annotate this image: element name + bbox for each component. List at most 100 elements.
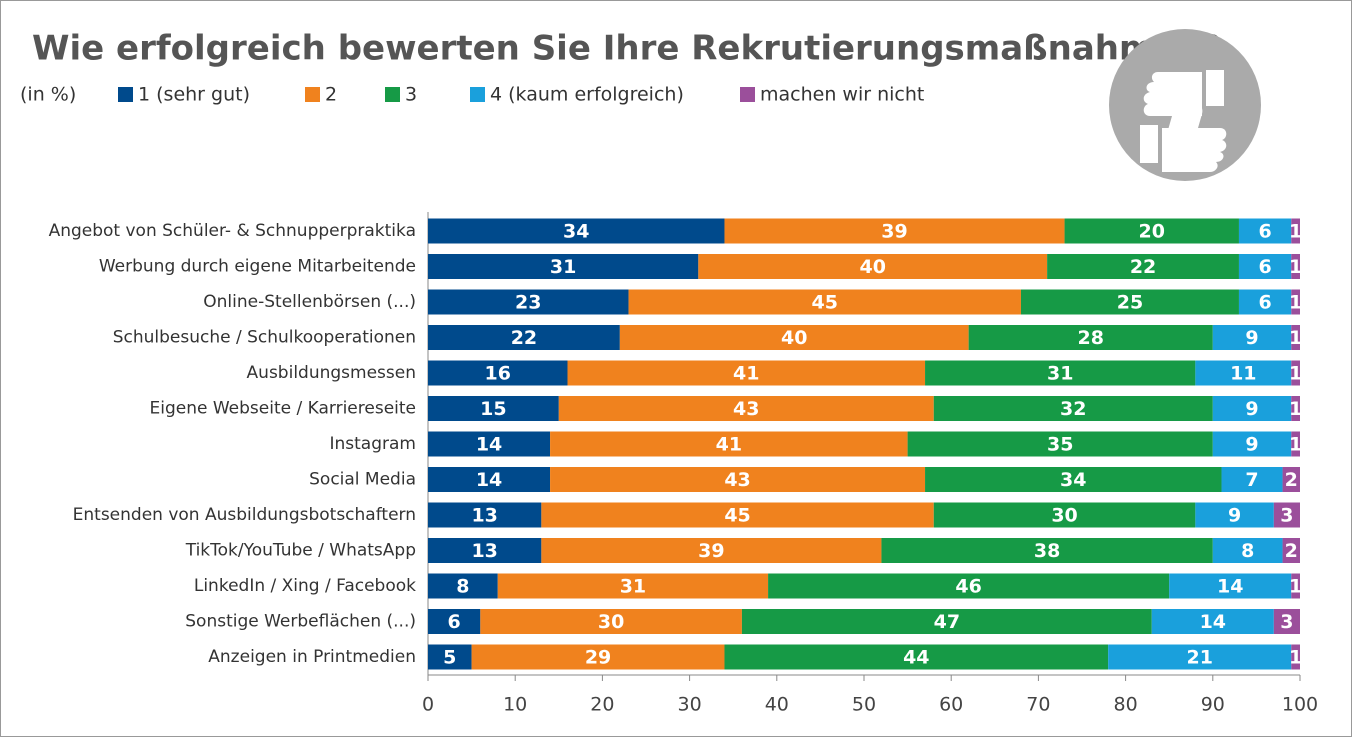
legend-label: 3 [405,84,417,106]
bar-segment [428,609,481,634]
bar-segment [1291,218,1300,244]
bar-segment [497,573,769,599]
bar-segment [907,431,1213,457]
data-label: 14 [476,434,502,456]
bar-segment [881,538,1213,563]
subtitle: (in %) [20,84,76,106]
data-label: 16 [485,363,511,385]
bar-segment [1273,502,1300,528]
data-label: 21 [1186,647,1212,669]
data-label: 6 [448,611,461,633]
data-label: 14 [1200,611,1226,633]
bar-segment [1151,609,1274,634]
data-label: 14 [1217,576,1243,598]
bar-segment [1221,467,1283,492]
bar-segment [1064,218,1239,244]
bar-segment [1195,360,1292,386]
bar-segment [1273,609,1300,634]
x-tick-label: 20 [590,694,614,716]
data-label: 8 [456,576,469,598]
data-label: 38 [1034,540,1060,562]
bar-segment [471,644,725,670]
data-label: 31 [620,576,646,598]
y-tick-label: Ausbildungsmessen [247,363,416,383]
data-label: 22 [511,327,537,349]
y-tick-label: Eigene Webseite / Karriereseite [150,399,416,419]
legend-swatch [740,87,755,102]
x-tick-label: 0 [422,694,434,716]
data-label: 23 [515,292,541,314]
data-label: 13 [471,505,497,527]
bar-segment [933,502,1196,528]
bar-segment [1291,325,1300,350]
legend-swatch [470,87,485,102]
x-tick-label: 10 [503,694,527,716]
data-label: 9 [1245,327,1258,349]
x-tick-label: 80 [1114,694,1138,716]
bar-segment [1212,431,1292,457]
data-label: 8 [1241,540,1254,562]
bar-segment [541,502,934,528]
data-label: 1 [1289,363,1302,385]
data-label: 6 [1259,256,1272,278]
data-label: 3 [1280,611,1293,633]
x-tick-label: 40 [765,694,789,716]
data-label: 11 [1230,363,1256,385]
bar-segment [428,218,725,244]
x-tick-label: 100 [1282,694,1318,716]
data-label: 6 [1259,292,1272,314]
y-tick-label: Angebot von Schüler- & Schnupperpraktika [49,221,416,241]
x-tick-label: 30 [678,694,702,716]
bar-segment [1195,502,1274,528]
x-tick-label: 90 [1201,694,1225,716]
data-label: 1 [1289,398,1302,420]
bar-segment [1291,644,1300,670]
data-label: 9 [1245,434,1258,456]
bar-segment [741,609,1152,634]
bar-segment [1291,396,1300,421]
y-tick-label: Entsenden von Ausbildungsbotschaftern [73,505,416,525]
bar-segment [1169,573,1292,599]
bar-segment [428,431,551,457]
data-label: 9 [1228,505,1241,527]
data-label: 40 [781,327,807,349]
bar-segment [428,289,629,315]
bar-segment [428,502,542,528]
y-tick-label: LinkedIn / Xing / Facebook [194,576,416,596]
x-tick-label: 50 [852,694,876,716]
data-label: 15 [480,398,506,420]
data-label: 20 [1139,221,1165,243]
y-tick-label: Instagram [330,434,417,454]
bar-segment [480,609,742,634]
bar-segment [428,325,620,350]
bar-segment [1291,254,1300,279]
data-label: 1 [1289,647,1302,669]
data-label: 29 [585,647,611,669]
data-label: 46 [955,576,981,598]
data-label: 39 [881,221,907,243]
bar-segment [619,325,969,350]
data-label: 43 [724,469,750,491]
bar-segment [1020,289,1239,315]
bar-segment [724,644,1109,670]
bar-segment [1282,467,1300,492]
bar-segment [925,360,1196,386]
legend-label: 4 (kaum erfolgreich) [490,84,684,106]
data-label: 14 [476,469,502,491]
data-label: 6 [1259,221,1272,243]
data-label: 30 [598,611,624,633]
data-label: 2 [1285,540,1298,562]
data-label: 7 [1245,469,1258,491]
bar-segment [1212,396,1292,421]
data-label: 34 [1060,469,1086,491]
bar-segment [1291,360,1300,386]
chart-title: Wie erfolgreich bewerten Sie Ihre Rekrut… [32,29,1221,69]
y-tick-label: TikTok/YouTube / WhatsApp [185,541,416,561]
data-label: 1 [1289,221,1302,243]
data-label: 31 [1047,363,1073,385]
data-label: 28 [1077,327,1103,349]
bar-segment [1047,254,1239,279]
bar-segment [1291,573,1300,599]
data-label: 1 [1289,256,1302,278]
data-label: 22 [1130,256,1156,278]
